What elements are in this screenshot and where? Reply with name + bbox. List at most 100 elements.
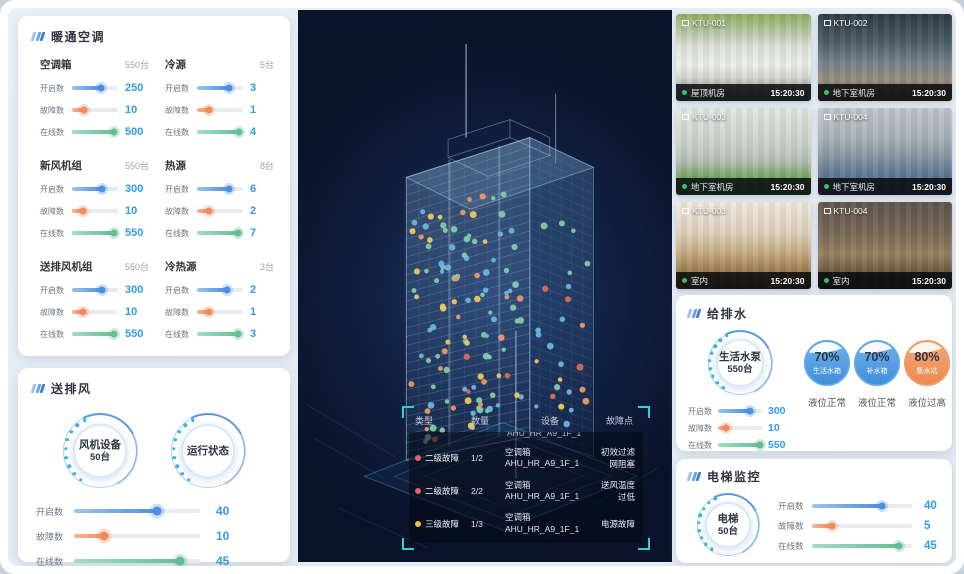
stat-value: 300 — [125, 183, 144, 195]
stat-slider[interactable] — [72, 106, 118, 114]
slider-knob[interactable] — [79, 207, 87, 215]
slider-knob[interactable] — [828, 522, 836, 530]
slider-knob[interactable] — [98, 185, 106, 193]
group-name: 空调箱 — [40, 59, 72, 71]
fault-point: 送风温度过低 — [600, 480, 635, 503]
gauge-line1: 电梯 — [717, 512, 739, 525]
slider-knob[interactable] — [722, 424, 730, 432]
gauge-line1: 生活水泵 — [719, 350, 761, 363]
group-name: 送排风机组 — [40, 261, 93, 273]
roof — [405, 137, 595, 210]
stat-value: 1 — [250, 306, 257, 318]
stat-value: 300 — [768, 405, 786, 417]
slider-knob[interactable] — [152, 506, 162, 516]
stat-slider[interactable] — [718, 407, 762, 415]
stat-slider[interactable] — [197, 330, 243, 338]
stat-slider[interactable] — [197, 106, 243, 114]
slider-knob[interactable] — [205, 308, 213, 316]
live-dot — [823, 184, 829, 189]
camera-place: 屋顶机房 — [691, 87, 726, 98]
stat-slider[interactable] — [197, 128, 243, 136]
stat-value: 7 — [250, 227, 257, 239]
stat-slider[interactable] — [812, 542, 912, 550]
tank-percent: 80% — [914, 350, 940, 364]
panel-water: 给排水 生活水泵 550台 开启数 300 故障数 10 在线数 550 70% 生活水箱… — [676, 295, 952, 451]
panel-hvac-title-row: 暖通空调 — [30, 28, 276, 45]
stat-slider[interactable] — [74, 531, 200, 541]
camera-tile-3[interactable]: KTU-003 地下室机房 15:20:30 — [676, 108, 811, 195]
slider-knob[interactable] — [175, 556, 185, 566]
camera-tile-2[interactable]: KTU-002 地下室机房 15:20:30 — [817, 14, 952, 101]
slider-knob[interactable] — [234, 229, 242, 237]
slider-knob[interactable] — [746, 407, 754, 415]
live-dot — [823, 90, 829, 95]
group-count: 550台 — [124, 262, 149, 272]
slider-knob[interactable] — [79, 308, 87, 316]
fault-row[interactable]: 三级故障 1/3 空调箱 AHU_HR_A9_1F_1 电源故障 — [415, 507, 637, 539]
stat-label: 故障数 — [40, 206, 64, 216]
fan-sliders: 开启数 40 故障数 10 在线数 45 — [32, 504, 276, 566]
col-header-device: 设备 — [540, 416, 559, 427]
slider-knob[interactable] — [223, 286, 231, 294]
slider-knob[interactable] — [110, 330, 118, 338]
slider-knob[interactable] — [205, 207, 213, 215]
slider-knob[interactable] — [99, 531, 109, 541]
stat-slider[interactable] — [197, 229, 243, 237]
stat-slider[interactable] — [197, 308, 243, 316]
camera-tile-4[interactable]: KTU-004 地下室机房 15:20:30 — [817, 108, 952, 195]
stat-value: 300 — [125, 284, 144, 296]
stat-slider[interactable] — [72, 84, 118, 92]
slider-knob[interactable] — [878, 502, 886, 510]
stat-slider[interactable] — [812, 522, 912, 530]
stat-slider[interactable] — [72, 207, 118, 215]
stat-label: 故障数 — [165, 206, 189, 216]
slider-knob[interactable] — [205, 106, 213, 114]
slider-knob[interactable] — [98, 286, 106, 294]
stat-slider[interactable] — [72, 308, 118, 316]
slider-knob[interactable] — [225, 185, 233, 193]
stat-value: 10 — [768, 422, 780, 434]
slider-knob[interactable] — [80, 106, 88, 114]
live-dot — [682, 90, 687, 95]
fault-row[interactable]: 二级故障 2/2 空调箱 AHU_HR_A9_1F_1 送风温度过低 — [415, 474, 637, 507]
tank-gauge: 70% 补水箱 — [854, 340, 900, 386]
stat-slider[interactable] — [812, 502, 912, 510]
fault-row[interactable]: 二级故障 1/2 空调箱 AHU_HR_A9_1F_1 初效过滤网阻塞 — [415, 441, 637, 474]
stat-slider[interactable] — [197, 207, 243, 215]
stat-label: 开启数 — [40, 285, 64, 295]
stat-slider[interactable] — [718, 424, 762, 432]
slider-knob[interactable] — [235, 128, 243, 136]
stat-slider[interactable] — [72, 330, 118, 338]
slider-knob[interactable] — [110, 229, 118, 237]
stat-label: 开启数 — [165, 184, 189, 194]
camera-tile-1[interactable]: KTU-001 屋顶机房 15:20:30 — [676, 14, 811, 101]
slider-knob[interactable] — [234, 330, 242, 338]
stat-value: 500 — [125, 126, 144, 138]
fault-point: 初效过滤网阻塞 — [600, 447, 635, 470]
stat-label: 开启数 — [36, 506, 64, 517]
stat-slider[interactable] — [72, 286, 118, 294]
dashboard-body: 暖通空调 空调箱 550台 开启数 250 故障数 10 在线数 500 冷源 5台 开启… — [8, 8, 956, 566]
slider-knob[interactable] — [110, 128, 118, 136]
slider-knob[interactable] — [225, 84, 233, 92]
slider-knob[interactable] — [895, 542, 903, 550]
stat-slider[interactable] — [197, 286, 243, 294]
stat-slider[interactable] — [72, 229, 118, 237]
stat-slider[interactable] — [74, 506, 200, 516]
slider-knob[interactable] — [97, 84, 105, 92]
camera-icon — [823, 208, 831, 214]
stat-slider[interactable] — [72, 185, 118, 193]
tank-name: 集水坑 — [916, 367, 938, 375]
stat-value: 3 — [250, 328, 257, 340]
stat-slider[interactable] — [74, 556, 200, 566]
camera-tile-5[interactable]: KTU-003 室内 15:20:30 — [676, 202, 811, 289]
fault-table-header: 类型 数量 设备 故障点 — [409, 412, 643, 432]
stat-slider[interactable] — [197, 84, 243, 92]
stat-slider[interactable] — [197, 185, 243, 193]
stat-slider[interactable] — [718, 441, 764, 449]
camera-tile-6[interactable]: KTU-004 室内 15:20:30 — [817, 202, 952, 289]
group-count: 3台 — [259, 262, 274, 272]
stat-slider[interactable] — [72, 128, 118, 136]
tank-status: 液位正常 — [857, 398, 896, 409]
slider-knob[interactable] — [756, 441, 764, 449]
